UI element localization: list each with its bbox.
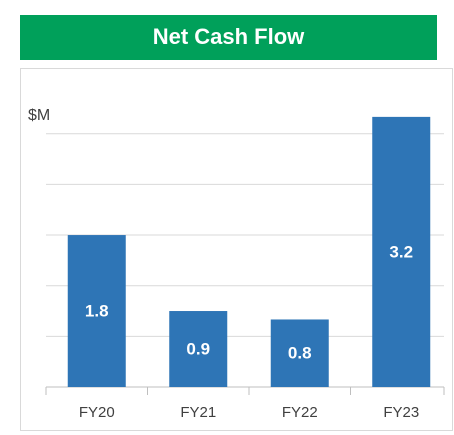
x-tick-label: FY23 [383, 404, 419, 421]
y-axis-label: $M [28, 107, 50, 124]
data-label: 0.9 [186, 339, 210, 358]
x-tick-label: FY20 [79, 404, 115, 421]
data-label: 3.2 [389, 242, 413, 261]
title-banner [20, 15, 437, 60]
bar [169, 311, 228, 387]
bar [372, 116, 431, 387]
data-label: 1.8 [85, 302, 109, 321]
bar [270, 319, 329, 387]
x-tick-label: FY22 [282, 404, 318, 421]
chart-title: Net Cash Flow [153, 24, 305, 49]
bar [67, 235, 126, 387]
x-tick-label: FY21 [180, 404, 216, 421]
data-label: 0.8 [288, 344, 312, 363]
